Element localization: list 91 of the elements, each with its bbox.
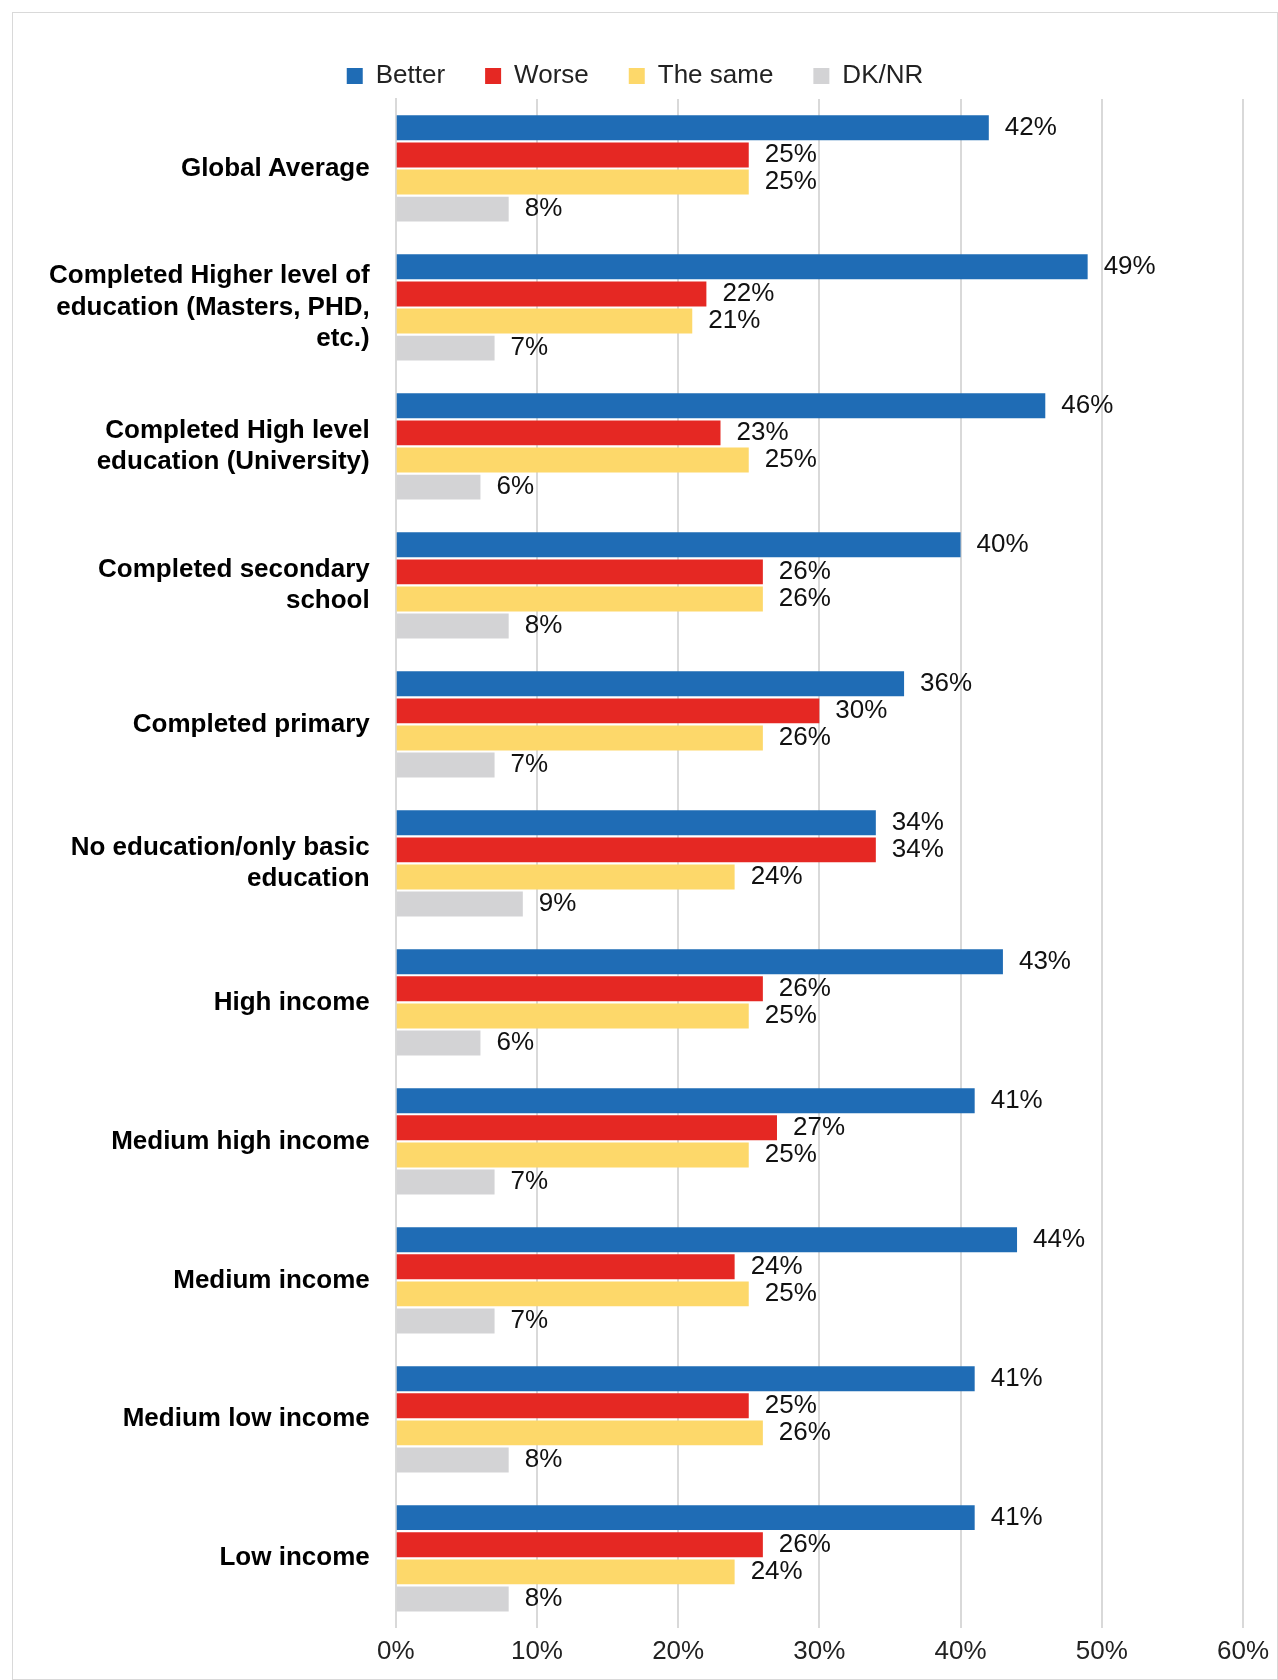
y-tick-label: Completed Higher level of education (Masters, PHD, etc.) bbox=[48, 259, 371, 352]
data-label: 36% bbox=[920, 666, 973, 697]
bar bbox=[396, 1281, 749, 1307]
data-label: 25% bbox=[764, 1388, 817, 1419]
y-tick-label: Low income bbox=[219, 1541, 370, 1572]
bar bbox=[396, 976, 763, 1002]
x-tick-label: 0% bbox=[376, 1634, 415, 1665]
data-label: 24% bbox=[750, 1555, 803, 1586]
x-tick-label: 50% bbox=[1075, 1634, 1128, 1665]
data-label: 44% bbox=[1033, 1222, 1086, 1253]
legend-label: The same bbox=[657, 59, 774, 90]
bar bbox=[396, 725, 763, 751]
bar bbox=[396, 949, 1003, 975]
bar bbox=[396, 254, 1088, 280]
y-tick-label: No education/only basic education bbox=[70, 830, 370, 893]
bar bbox=[396, 1505, 975, 1531]
x-tick-label: 20% bbox=[652, 1634, 705, 1665]
data-label: 8% bbox=[524, 609, 563, 640]
legend-label: Better bbox=[375, 59, 446, 90]
data-label: 7% bbox=[510, 1165, 549, 1196]
data-label: 6% bbox=[496, 1026, 535, 1057]
bar bbox=[396, 169, 749, 195]
data-label: 8% bbox=[524, 1443, 563, 1474]
bar bbox=[396, 1254, 735, 1280]
data-label: 26% bbox=[778, 972, 831, 1002]
legend-label: DK/NR bbox=[842, 59, 924, 90]
bar bbox=[396, 810, 876, 836]
data-label: 24% bbox=[750, 860, 803, 891]
bar bbox=[396, 393, 1046, 419]
data-label: 41% bbox=[990, 1500, 1043, 1531]
data-label: 24% bbox=[750, 1249, 803, 1280]
legend-label: Worse bbox=[514, 59, 589, 90]
data-label: 6% bbox=[496, 470, 535, 501]
bar bbox=[396, 1142, 749, 1168]
data-label: 46% bbox=[1061, 388, 1114, 419]
bar bbox=[396, 864, 735, 890]
data-label: 34% bbox=[891, 833, 944, 864]
data-label: 25% bbox=[764, 999, 817, 1030]
data-label: 25% bbox=[764, 1277, 817, 1308]
bar bbox=[396, 1420, 763, 1446]
data-label: 49% bbox=[1103, 249, 1156, 280]
bar bbox=[396, 837, 876, 863]
data-label: 26% bbox=[778, 1527, 831, 1558]
bar bbox=[396, 1088, 975, 1114]
y-tick-label: High income bbox=[213, 985, 370, 1016]
bar bbox=[396, 1393, 749, 1419]
data-label: 34% bbox=[891, 805, 944, 836]
bar bbox=[396, 1227, 1018, 1253]
bar bbox=[396, 420, 721, 446]
y-tick-label: Medium low income bbox=[122, 1402, 370, 1433]
bar bbox=[396, 281, 707, 307]
data-label: 27% bbox=[792, 1110, 846, 1141]
data-label: 7% bbox=[510, 1304, 549, 1335]
data-label: 41% bbox=[990, 1361, 1043, 1392]
data-label: 26% bbox=[778, 721, 831, 752]
bar bbox=[396, 532, 961, 558]
data-label: 8% bbox=[524, 1582, 563, 1613]
bar bbox=[396, 1003, 749, 1029]
y-tick-label: Medium income bbox=[173, 1263, 370, 1294]
data-label: 40% bbox=[976, 527, 1029, 558]
bar bbox=[396, 142, 749, 168]
data-label: 8% bbox=[524, 192, 563, 223]
bar bbox=[396, 308, 693, 334]
data-label: 41% bbox=[990, 1083, 1043, 1114]
data-label: 43% bbox=[1018, 944, 1071, 975]
bar bbox=[396, 1559, 735, 1585]
y-tick-label: Completed High level education (University) bbox=[96, 414, 370, 476]
data-label: 26% bbox=[778, 1416, 831, 1447]
data-label: 7% bbox=[510, 748, 549, 779]
data-label: 9% bbox=[538, 887, 577, 918]
data-label: 25% bbox=[764, 1138, 817, 1169]
bar bbox=[396, 671, 905, 697]
data-label: 42% bbox=[1004, 111, 1057, 142]
x-tick-label: 40% bbox=[934, 1634, 987, 1665]
x-tick-label: 10% bbox=[510, 1634, 563, 1665]
y-tick-label: Completed primary bbox=[132, 707, 371, 738]
bar bbox=[396, 586, 763, 612]
data-label: 7% bbox=[510, 331, 549, 362]
y-tick-label: Completed secondary school bbox=[98, 553, 371, 615]
bar bbox=[396, 559, 763, 585]
bar bbox=[396, 115, 989, 141]
data-label: 30% bbox=[835, 694, 888, 725]
bar bbox=[396, 1115, 777, 1141]
bar bbox=[396, 1366, 975, 1392]
x-tick-label: 60% bbox=[1216, 1634, 1269, 1665]
y-tick-label: Medium high income bbox=[111, 1124, 370, 1155]
x-tick-label: 30% bbox=[793, 1634, 846, 1665]
bar bbox=[396, 698, 820, 724]
y-tick-label: Global Average bbox=[180, 151, 370, 182]
bar bbox=[396, 1532, 763, 1558]
bar bbox=[396, 447, 749, 473]
